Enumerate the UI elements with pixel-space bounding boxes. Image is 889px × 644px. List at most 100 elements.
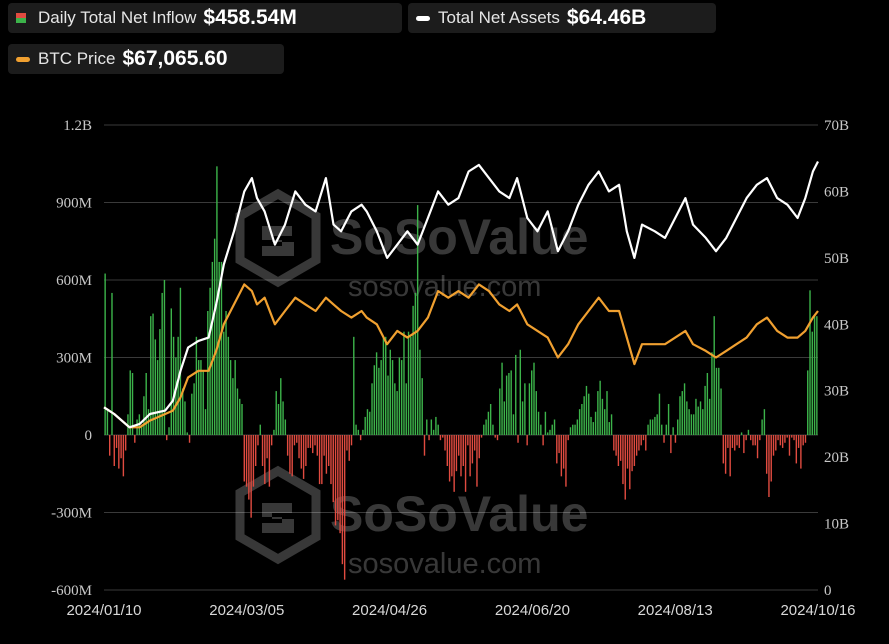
inflow-bar — [601, 398, 604, 435]
inflow-bar — [761, 419, 763, 435]
inflow-bar — [549, 429, 551, 435]
inflow-bar — [428, 435, 430, 441]
inflow-bar — [366, 409, 369, 435]
inflow-bar — [280, 378, 282, 435]
inflow-bar — [191, 393, 193, 435]
inflow-bar — [629, 435, 631, 490]
inflow-bar — [268, 435, 271, 487]
inflow-bar — [175, 357, 177, 435]
assets-line-swatch-icon — [416, 15, 430, 21]
inflow-bar — [576, 419, 579, 435]
inflow-bar — [683, 383, 686, 435]
inflow-bar — [455, 435, 458, 472]
inflow-bar — [772, 435, 775, 456]
inflow-bar — [743, 435, 745, 454]
inflow-bar — [574, 424, 576, 435]
legend-inflow-value: $458.54M — [203, 6, 297, 29]
inflow-bar — [387, 375, 389, 435]
inflow-bar — [378, 367, 380, 435]
inflow-bar — [624, 435, 626, 500]
inflow-bar — [270, 435, 273, 446]
inflow-bar — [809, 290, 811, 435]
left-tick-label: 300M — [56, 351, 92, 367]
inflow-bar — [797, 435, 800, 448]
inflow-bar — [718, 367, 720, 435]
inflow-bar — [229, 360, 232, 435]
inflow-bar — [503, 401, 506, 435]
inflow-bar — [462, 435, 464, 466]
legend-assets-value: $64.46B — [566, 6, 647, 29]
inflow-bar — [578, 409, 581, 435]
inflow-bar — [699, 401, 702, 435]
inflow-bar — [227, 336, 230, 435]
inflow-bar — [419, 349, 421, 435]
inflow-bar — [779, 435, 782, 446]
inflow-bar — [394, 383, 396, 435]
inflow-bar — [414, 292, 417, 435]
inflow-bar — [184, 401, 186, 435]
inflow-bar — [535, 391, 537, 435]
inflow-bar — [389, 349, 391, 435]
inflow-bar — [496, 435, 499, 441]
inflow-bar — [816, 316, 818, 435]
inflow-bar — [241, 404, 243, 435]
watermarks: SoSoValuesosovalue.comSoSoValuesosovalue… — [235, 188, 588, 580]
right-tick-label: 20B — [824, 450, 849, 466]
legend-total-net-assets[interactable]: Total Net Assets $64.46B — [408, 3, 716, 33]
inflow-bar — [120, 435, 122, 459]
inflow-bar — [599, 380, 601, 435]
inflow-bar — [337, 435, 339, 521]
inflow-bar — [651, 419, 654, 435]
inflow-bar — [186, 432, 188, 435]
inflow-bar — [302, 435, 305, 479]
inflow-bar — [802, 435, 804, 446]
inflow-bar — [476, 435, 478, 487]
inflow-bar — [736, 435, 738, 446]
legend-daily-net-inflow[interactable]: Daily Total Net Inflow $458.54M — [8, 3, 402, 33]
inflow-bar — [649, 419, 652, 435]
legend-btc-price[interactable]: BTC Price $67,065.60 — [8, 44, 284, 74]
inflow-bar — [111, 292, 113, 435]
inflow-bar — [209, 287, 211, 435]
inflow-bar — [437, 424, 439, 435]
inflow-bar — [524, 383, 526, 435]
total-net-assets-line — [103, 161, 819, 429]
inflow-bar — [722, 435, 725, 464]
inflow-bar — [510, 370, 512, 435]
inflow-bar — [642, 435, 645, 441]
inflow-bar — [412, 305, 414, 435]
inflow-bar — [631, 435, 633, 472]
inflow-bar — [677, 419, 679, 435]
inflow-bar — [442, 435, 444, 438]
left-tick-label: 600M — [56, 273, 92, 289]
inflow-bar — [681, 391, 683, 435]
inflow-bar — [706, 373, 709, 435]
inflow-bar — [435, 416, 437, 435]
inflow-bar — [234, 360, 236, 435]
inflow-bar — [134, 435, 136, 443]
inflow-bar — [291, 435, 293, 477]
right-tick-label: 50B — [824, 251, 849, 267]
inflow-bar — [245, 435, 248, 487]
inflow-bar — [179, 287, 182, 435]
inflow-bar — [754, 435, 756, 446]
sosovalue-logo-icon: SoSoValue sosovalue.com — [235, 465, 588, 580]
inflow-bar — [286, 435, 289, 456]
inflow-bar — [487, 411, 490, 435]
inflow-bar — [259, 424, 261, 435]
inflow-bar — [307, 435, 309, 448]
inflow-bar — [811, 331, 813, 435]
inflow-bar — [364, 416, 366, 435]
inflow-bar — [407, 331, 410, 435]
inflow-bar — [282, 401, 284, 435]
inflow-bar — [218, 261, 220, 435]
inflow-bar — [188, 435, 191, 443]
inflow-bar — [813, 316, 816, 435]
inflow-bar — [738, 435, 740, 448]
legend-btc-value: $67,065.60 — [122, 47, 228, 70]
inflow-bar — [248, 435, 250, 500]
legend-inflow-label: Daily Total Net Inflow — [38, 8, 197, 27]
inflow-bar — [588, 393, 590, 435]
right-tick-label: 10B — [824, 517, 849, 533]
inflow-bar — [309, 435, 312, 448]
